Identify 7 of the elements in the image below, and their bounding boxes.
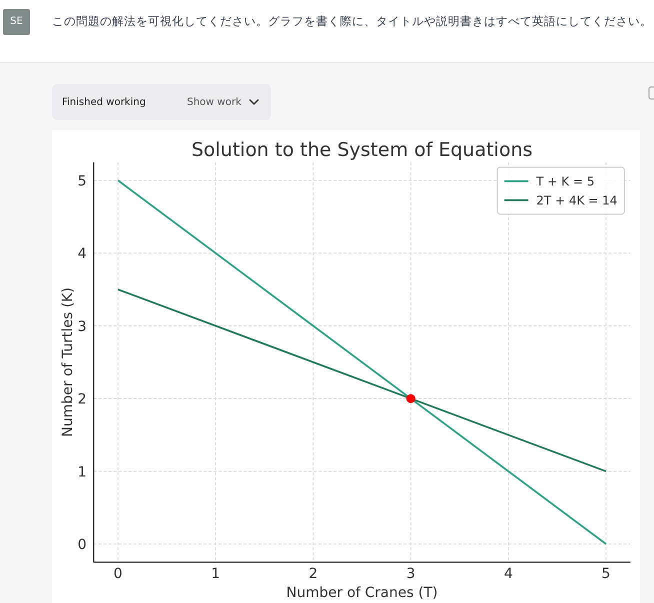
ylabel: Number of Turtles (K) bbox=[60, 287, 76, 437]
button-show-work: Show work bbox=[187, 96, 242, 109]
title: Solution to the System of Equations bbox=[191, 139, 533, 161]
xlabel: Number of Cranes (T) bbox=[286, 585, 438, 601]
avatar: SE bbox=[3, 9, 30, 35]
prompt: この問題の解法を可視化してください。グラフを書く際に、タイトルや説明書きはすべて英語にしてください。 bbox=[52, 13, 652, 30]
status-text: Finished working bbox=[62, 96, 146, 109]
